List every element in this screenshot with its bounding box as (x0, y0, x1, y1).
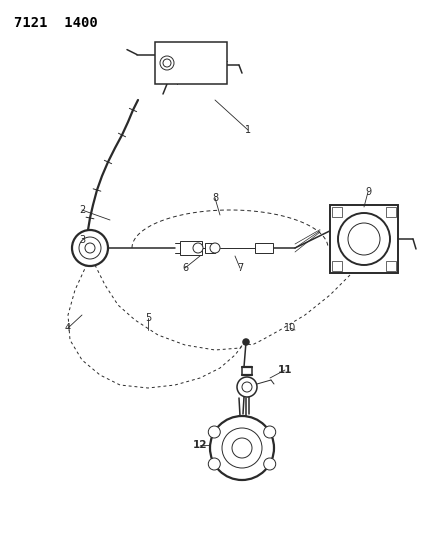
Bar (330, 205, 398, 273)
Circle shape (237, 377, 257, 397)
Circle shape (348, 223, 380, 255)
Circle shape (193, 243, 203, 253)
Text: 3: 3 (79, 235, 85, 245)
Circle shape (210, 243, 220, 253)
Text: 10: 10 (284, 323, 296, 333)
Circle shape (208, 426, 220, 438)
Circle shape (160, 56, 174, 70)
Circle shape (208, 458, 220, 470)
Text: 9: 9 (365, 187, 371, 197)
Circle shape (338, 213, 390, 265)
Bar (205, 243, 215, 253)
Circle shape (264, 458, 276, 470)
Text: 7121  1400: 7121 1400 (14, 16, 98, 30)
Circle shape (85, 243, 95, 253)
Circle shape (232, 438, 252, 458)
Circle shape (210, 416, 274, 480)
Circle shape (222, 428, 262, 468)
Text: 1: 1 (245, 125, 251, 135)
Bar (180, 241, 202, 255)
Text: 11: 11 (278, 365, 292, 375)
Text: 12: 12 (193, 440, 207, 450)
Bar (386, 261, 396, 271)
Text: 4: 4 (65, 323, 71, 333)
Bar (155, 42, 227, 84)
Bar (332, 207, 342, 217)
Text: 6: 6 (182, 263, 188, 273)
Circle shape (264, 426, 276, 438)
Text: 2: 2 (79, 205, 85, 215)
Circle shape (72, 230, 108, 266)
Circle shape (163, 59, 171, 67)
Bar (332, 261, 342, 271)
Text: 5: 5 (145, 313, 151, 323)
Bar (386, 207, 396, 217)
Bar (255, 243, 273, 253)
Text: 7: 7 (237, 263, 243, 273)
Circle shape (243, 339, 249, 345)
Circle shape (242, 382, 252, 392)
Text: 8: 8 (212, 193, 218, 203)
Circle shape (79, 237, 101, 259)
